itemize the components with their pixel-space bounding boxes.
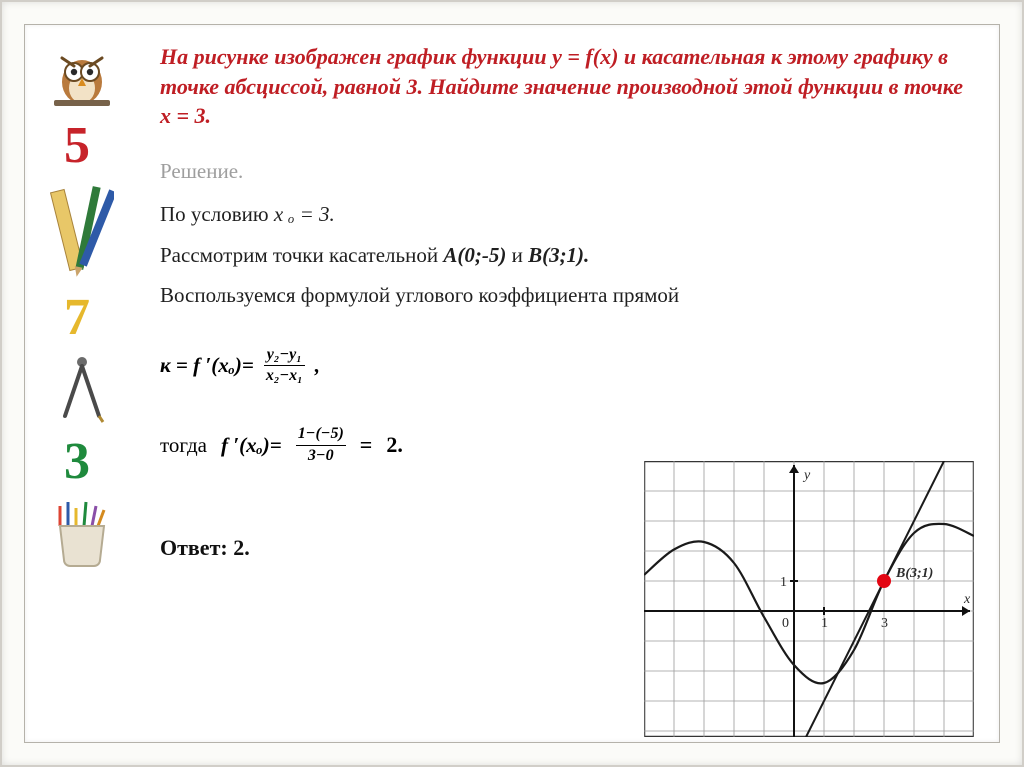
svg-text:3: 3: [881, 616, 888, 631]
then-fraction: 1−(−5) 3−0: [296, 425, 346, 465]
line-condition: По условию x ₒ = 3.: [160, 198, 972, 231]
line-points: Рассмотрим точки касательной A(0;-5) и B…: [160, 239, 972, 272]
solution-label: Решение.: [160, 159, 972, 184]
content-area: На рисунке изображен график функции y = …: [152, 36, 980, 731]
sidebar: 5 7 3: [36, 36, 128, 731]
formula-tail: ,: [315, 353, 320, 378]
fraction-numerator: y₂−y₁: [265, 346, 304, 364]
point-a: A(0;-5): [443, 243, 506, 267]
compass-icon: [53, 352, 111, 424]
svg-text:7: 7: [64, 289, 90, 344]
pencil-cup-icon: [46, 496, 118, 568]
graph-svg: yx0113A(0;-5)B(3;1)y = f(x): [644, 461, 974, 737]
then-eq: =: [360, 432, 373, 458]
svg-text:3: 3: [64, 433, 90, 488]
digit-3-icon: 3: [58, 432, 106, 488]
problem-title: На рисунке изображен график функции y = …: [160, 42, 972, 131]
ruler-pencil-icon: [50, 180, 114, 280]
digit-5-icon: 5: [58, 116, 106, 172]
then-label: тогда: [160, 433, 207, 458]
formula-row: к = f ′(xₒ)= y₂−y₁ x₂−x₁ ,: [160, 346, 972, 386]
slide-frame: 5 7 3 На рис: [0, 0, 1024, 767]
fraction-denominator: 3−0: [306, 447, 336, 465]
text-fragment: и: [506, 243, 528, 267]
owl-icon: [46, 40, 118, 108]
point-b: B(3;1).: [528, 243, 589, 267]
svg-text:0: 0: [782, 616, 789, 631]
svg-text:5: 5: [64, 117, 90, 172]
svg-text:y: y: [802, 468, 811, 483]
fraction-bar: [264, 365, 305, 366]
text-fragment: По условию: [160, 202, 274, 226]
formula-lhs: к = f ′(xₒ)=: [160, 353, 254, 378]
svg-text:1: 1: [780, 575, 787, 590]
text-fragment: x ₒ = 3.: [274, 202, 335, 226]
svg-text:x: x: [963, 592, 971, 607]
formula-fraction: y₂−y₁ x₂−x₁: [264, 346, 305, 386]
then-row: тогда f ′(xₒ)= 1−(−5) 3−0 = 2.: [160, 425, 972, 465]
svg-text:B(3;1): B(3;1): [895, 566, 933, 581]
digit-7-icon: 7: [58, 288, 106, 344]
line-formula-intro: Воспользуемся формулой углового коэффици…: [160, 279, 972, 312]
text-fragment: Рассмотрим точки касательной: [160, 243, 443, 267]
fraction-numerator: 1−(−5): [296, 425, 346, 443]
fraction-denominator: x₂−x₁: [264, 367, 305, 385]
graph: yx0113A(0;-5)B(3;1)y = f(x): [644, 461, 974, 737]
svg-text:1: 1: [821, 616, 828, 631]
fraction-bar: [296, 445, 346, 446]
then-lhs: f ′(xₒ)=: [221, 433, 282, 458]
then-result: 2.: [386, 432, 403, 458]
